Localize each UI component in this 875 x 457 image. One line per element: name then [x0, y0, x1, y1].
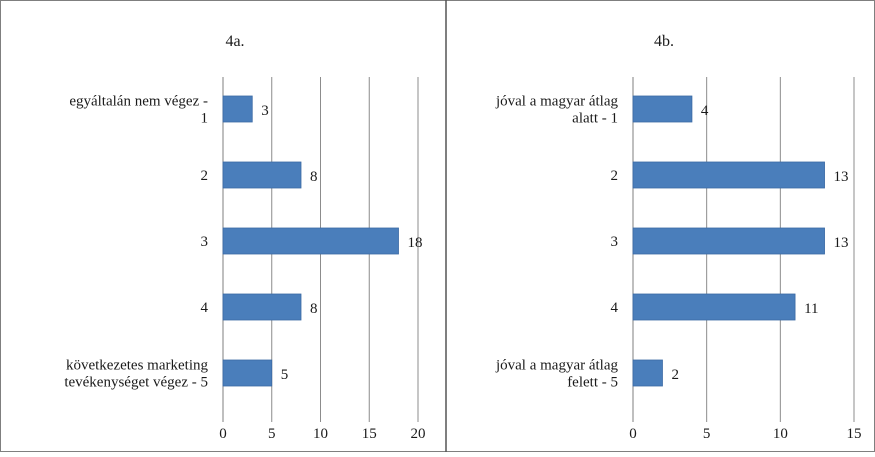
- data-label: 3: [261, 103, 269, 119]
- category-label: 3: [611, 234, 619, 250]
- x-tick-label: 20: [411, 426, 426, 442]
- bar: [632, 293, 796, 321]
- category-label: egyáltalán nem végez -1: [69, 94, 208, 127]
- data-label: 4: [701, 103, 709, 119]
- x-tick-label: 10: [773, 426, 788, 442]
- bar: [632, 227, 825, 255]
- category-label: következetes marketing tevékenységet vége…: [64, 358, 208, 391]
- bar: [632, 95, 693, 123]
- x-tick-label: 5: [268, 426, 276, 442]
- bar: [222, 227, 399, 255]
- bar: [222, 293, 302, 321]
- x-tick-label: 0: [219, 426, 227, 442]
- data-label: 13: [834, 169, 849, 185]
- chart-title: 4b.: [654, 33, 674, 50]
- x-tick-label: 15: [362, 426, 377, 442]
- category-label: 2: [201, 168, 209, 184]
- x-tick-label: 5: [703, 426, 711, 442]
- panel-4b: 4b. 0 5 10 15 4 jóval a magyar átlag alatt - 1…: [495, 33, 862, 442]
- bar: [222, 161, 302, 189]
- bar: [632, 359, 663, 387]
- x-tick-label: 15: [847, 426, 862, 442]
- data-label: 5: [281, 367, 289, 383]
- data-label: 2: [671, 367, 679, 383]
- data-label: 18: [408, 235, 423, 251]
- data-label: 8: [310, 169, 318, 185]
- x-tick-label: 10: [313, 426, 328, 442]
- data-label: 13: [834, 235, 849, 251]
- category-label: 4: [201, 300, 209, 316]
- bar: [222, 95, 253, 123]
- bar: [222, 359, 273, 387]
- bar: [632, 161, 825, 189]
- category-label: 4: [611, 300, 619, 316]
- category-label: 2: [611, 168, 619, 184]
- chart-title: 4a.: [225, 33, 244, 50]
- panel-4a: 4a. 0 5 10 15 20 3 egyáltalán nem végez -1 8 2 18…: [64, 33, 425, 442]
- data-label: 11: [804, 301, 818, 317]
- x-tick-label: 0: [629, 426, 637, 442]
- category-label: jóval a magyar átlag alatt - 1: [495, 94, 619, 127]
- data-label: 8: [310, 301, 318, 317]
- category-label: jóval a magyar átlag felett - 5: [495, 358, 619, 391]
- category-label: 3: [201, 234, 209, 250]
